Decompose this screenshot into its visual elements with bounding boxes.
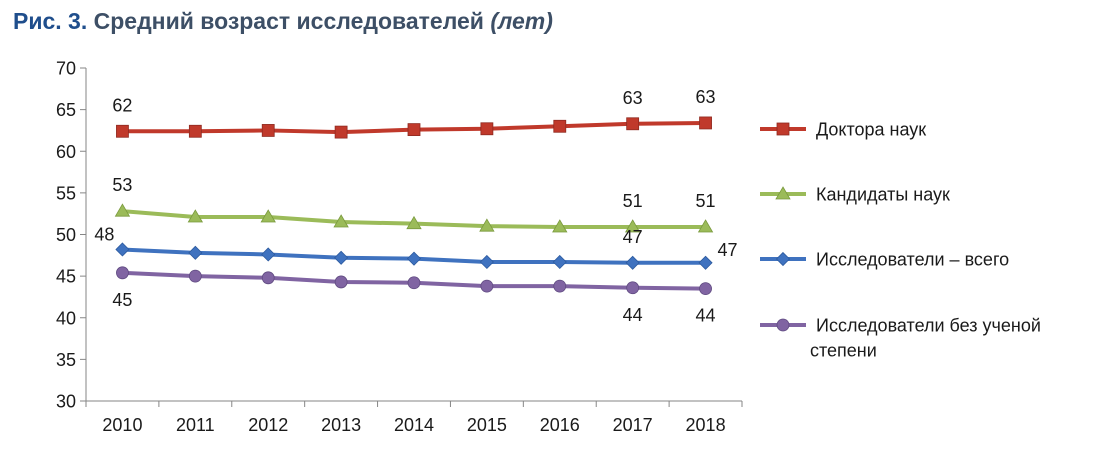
- data-point: [261, 271, 275, 285]
- data-point: [188, 245, 203, 260]
- series-4: 45 44 44: [112, 266, 716, 326]
- chart-axes: 30 35 40 45 50 55 60 65 70 2010 2011 2012 2013 2014 20…: [56, 59, 743, 435]
- y-tick-label: 35: [56, 350, 76, 370]
- data-label: 44: [696, 306, 716, 326]
- data-point: [261, 247, 276, 262]
- data-point: [115, 242, 130, 257]
- figure-number: Рис. 3.: [13, 8, 88, 34]
- x-tick-label: 2013: [321, 415, 361, 435]
- data-point: [260, 209, 276, 223]
- data-point: [552, 219, 568, 233]
- x-tick-label: 2015: [467, 415, 507, 435]
- data-point: [698, 255, 713, 270]
- y-tick-label: 70: [56, 59, 76, 79]
- y-tick-label: 50: [56, 225, 76, 245]
- data-point: [480, 279, 494, 293]
- y-tick-label: 30: [56, 392, 76, 412]
- data-point: [334, 250, 349, 265]
- series-2: 53 51 51: [112, 175, 716, 233]
- data-point: [625, 255, 640, 270]
- legend-label: Доктора наук: [816, 120, 926, 140]
- y-tick-label: 45: [56, 267, 76, 287]
- x-tick-label: 2014: [394, 415, 434, 435]
- data-point: [697, 219, 714, 233]
- data-point: [626, 281, 640, 295]
- data-point: [479, 218, 495, 232]
- chart-title: Рис. 3. Средний возраст исследователей (…: [13, 8, 553, 35]
- legend-item-3: Исследователи – всего: [760, 250, 1009, 270]
- legend-label: степени: [810, 341, 877, 361]
- legend-marker: [776, 122, 790, 136]
- legend-label: Исследователи – всего: [816, 250, 1009, 270]
- series-3: 48 47 47: [94, 224, 738, 270]
- data-label: 47: [718, 240, 738, 260]
- x-tick-label: 2010: [102, 415, 142, 435]
- data-point: [116, 266, 129, 280]
- data-point: [333, 214, 349, 228]
- x-tick-label: 2016: [540, 415, 580, 435]
- y-tick-label: 60: [56, 142, 76, 162]
- x-tick-label: 2018: [686, 415, 726, 435]
- figure-unit: (лет): [490, 8, 553, 34]
- chart-legend: Доктора наук Кандидаты наук Исследователи …: [760, 120, 1041, 361]
- data-point: [407, 276, 421, 290]
- data-point: [479, 254, 494, 270]
- legend-item-1: Доктора наук: [760, 120, 926, 140]
- data-label: 62: [112, 95, 132, 115]
- data-label: 45: [112, 290, 132, 310]
- series-1: 62 63 63: [112, 87, 716, 139]
- legend-marker: [776, 318, 790, 332]
- legend-label: Исследователи без ученой: [816, 316, 1041, 336]
- data-point: [480, 122, 494, 136]
- data-label: 47: [623, 227, 643, 247]
- chart-plot-area: 62 63 63 53 51 51 48 47 47 45 44 44: [94, 87, 737, 326]
- data-point: [626, 117, 640, 131]
- data-point: [406, 251, 422, 266]
- legend-item-2: Кандидаты наук: [760, 185, 950, 205]
- data-label: 53: [112, 175, 132, 195]
- data-point: [116, 124, 129, 138]
- y-tick-label: 55: [56, 183, 76, 203]
- data-point: [699, 116, 712, 130]
- data-point: [188, 269, 202, 283]
- data-point: [553, 119, 567, 133]
- data-point: [699, 282, 712, 296]
- legend-label: Кандидаты наук: [816, 185, 950, 205]
- data-point: [624, 219, 641, 233]
- data-point: [188, 124, 202, 138]
- x-tick-label: 2011: [176, 415, 215, 435]
- data-point: [553, 279, 567, 293]
- data-point: [334, 125, 348, 139]
- data-label: 51: [623, 191, 643, 211]
- y-tick-label: 65: [56, 100, 76, 120]
- legend-marker: [775, 251, 791, 267]
- legend-marker: [775, 186, 791, 200]
- y-tick-label: 40: [56, 308, 76, 328]
- data-label: 63: [696, 87, 716, 107]
- data-point: [407, 123, 421, 137]
- data-label: 48: [94, 224, 114, 244]
- data-point: [334, 275, 348, 289]
- data-point: [187, 209, 204, 223]
- x-tick-label: 2012: [248, 415, 288, 435]
- data-point: [261, 124, 275, 137]
- data-label: 44: [623, 305, 643, 325]
- data-point: [552, 254, 567, 270]
- data-label: 51: [696, 191, 716, 211]
- data-label: 63: [623, 88, 643, 108]
- figure-title: Средний возраст исследователей: [93, 8, 484, 34]
- data-point: [406, 215, 422, 230]
- legend-item-4: Исследователи без ученой степени: [760, 316, 1041, 361]
- data-point: [114, 203, 131, 217]
- x-tick-label: 2017: [613, 415, 653, 435]
